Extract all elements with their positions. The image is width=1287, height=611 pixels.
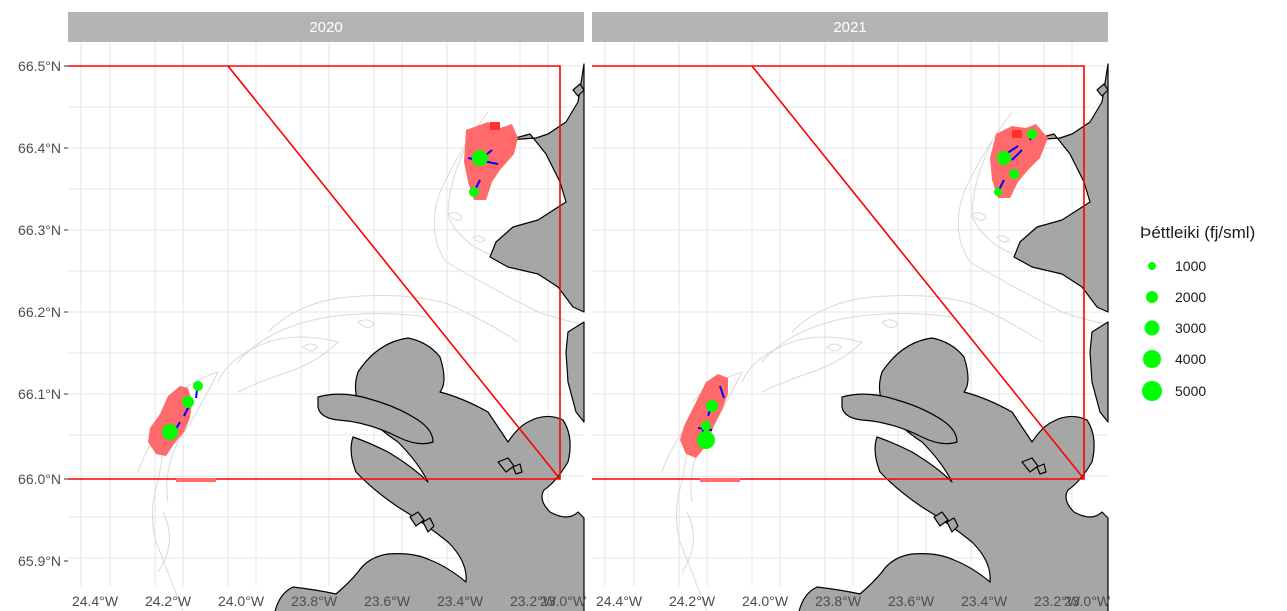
x-tick-label: 23.6°W xyxy=(888,593,935,609)
y-tick-label: 65.9°N xyxy=(18,553,61,569)
legend-item: 4000 xyxy=(1143,350,1206,368)
panel-label-2021: 2021 xyxy=(833,19,866,36)
x-tick-label: 23.4°W xyxy=(961,593,1008,609)
x-tick-label: 23.2°W xyxy=(510,593,557,609)
legend-label: 5000 xyxy=(1175,383,1206,399)
y-tick-label: 66.0°N xyxy=(18,471,61,487)
legend-item: 1000 xyxy=(1148,258,1206,274)
x-axis-2021: 24.4°W 24.2°W 24.0°W 23.8°W 23.6°W 23.4°… xyxy=(596,593,1111,609)
legend-item: 3000 xyxy=(1144,320,1206,336)
y-tick-label: 66.3°N xyxy=(18,222,61,238)
panel-2020: 2020 xyxy=(68,12,585,611)
x-tick-label: 24.0°W xyxy=(742,593,789,609)
legend-label: 4000 xyxy=(1175,351,1206,367)
legend-title: Þéttleiki (fj/sml) xyxy=(1140,223,1255,242)
panel-strip-2021 xyxy=(592,12,1108,42)
panel-label-2020: 2020 xyxy=(309,19,342,36)
y-axis: 66.5°N 66.4°N 66.3°N 66.2°N 66.1°N 66.0°… xyxy=(18,58,68,569)
survey-cells xyxy=(680,124,1048,482)
x-axis-2020: 24.4°W 24.2°W 24.0°W 23.8°W 23.6°W 23.4°… xyxy=(72,593,587,609)
y-tick-label: 66.4°N xyxy=(18,140,61,156)
panel-strip-2020 xyxy=(68,12,584,42)
legend-label: 1000 xyxy=(1175,258,1206,274)
x-tick-label: 23.6°W xyxy=(364,593,411,609)
legend-item: 2000 xyxy=(1146,289,1206,305)
x-tick-label: 23.4°W xyxy=(437,593,484,609)
x-tick-label: 23.2°W xyxy=(1034,593,1081,609)
x-tick-label: 24.4°W xyxy=(596,593,643,609)
survey-cells xyxy=(148,122,518,482)
y-tick-label: 66.2°N xyxy=(18,304,61,320)
x-tick-label: 23.0°W xyxy=(1064,593,1111,609)
survey-area-boundary xyxy=(592,65,1085,480)
y-tick-label: 66.1°N xyxy=(18,386,61,402)
x-tick-label: 23.8°W xyxy=(291,593,338,609)
density-points xyxy=(697,129,1037,449)
legend-label: 2000 xyxy=(1175,289,1206,305)
density-points xyxy=(162,150,488,440)
panel-2021: 2021 xyxy=(592,12,1109,611)
x-tick-label: 24.4°W xyxy=(72,593,119,609)
x-tick-label: 23.0°W xyxy=(540,593,587,609)
x-tick-label: 24.2°W xyxy=(669,593,716,609)
y-tick-label: 66.5°N xyxy=(18,58,61,74)
x-tick-label: 24.0°W xyxy=(218,593,265,609)
survey-area-boundary xyxy=(68,65,561,480)
x-tick-label: 23.8°W xyxy=(815,593,862,609)
legend: Þéttleiki (fj/sml) 1000 2000 3000 4000 5… xyxy=(1140,223,1255,401)
x-tick-label: 24.2°W xyxy=(145,593,192,609)
legend-label: 3000 xyxy=(1175,320,1206,336)
legend-item: 5000 xyxy=(1142,381,1206,401)
